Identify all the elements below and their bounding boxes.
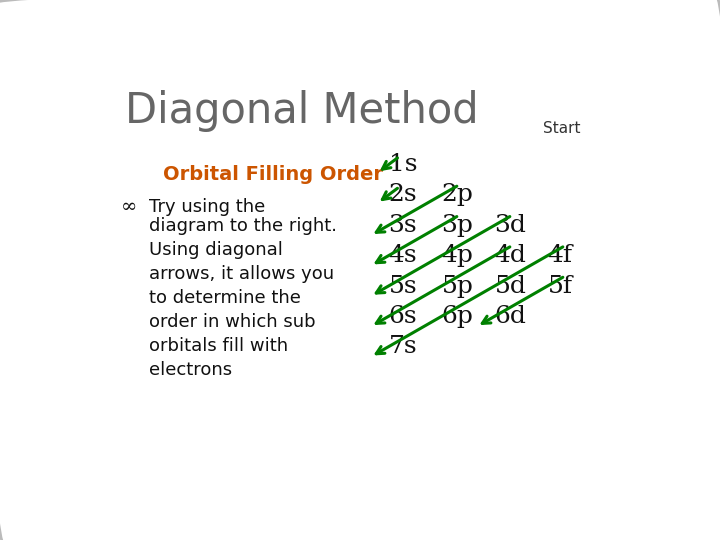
Text: to determine the: to determine the: [148, 289, 300, 307]
Text: 3p: 3p: [441, 214, 474, 237]
Text: Start: Start: [543, 121, 580, 136]
Text: Try using the: Try using the: [148, 198, 265, 216]
Text: 7s: 7s: [389, 335, 417, 358]
Text: 6s: 6s: [389, 305, 417, 328]
Text: 1s: 1s: [389, 153, 417, 176]
Text: 2s: 2s: [389, 184, 417, 206]
Text: 5f: 5f: [548, 274, 572, 298]
Text: diagram to the right.: diagram to the right.: [148, 217, 336, 234]
Text: 3d: 3d: [495, 214, 526, 237]
Text: 2p: 2p: [441, 184, 474, 206]
Text: Orbital Filling Order: Orbital Filling Order: [163, 165, 382, 184]
Text: Using diagonal: Using diagonal: [148, 241, 282, 259]
Text: 3s: 3s: [389, 214, 417, 237]
Text: ∞: ∞: [121, 198, 137, 216]
Text: arrows, it allows you: arrows, it allows you: [148, 265, 333, 283]
Text: 5s: 5s: [389, 274, 417, 298]
Text: Diagonal Method: Diagonal Method: [125, 90, 479, 132]
Text: 5p: 5p: [441, 274, 474, 298]
Text: 5d: 5d: [495, 274, 526, 298]
Text: 6d: 6d: [495, 305, 526, 328]
Text: order in which sub: order in which sub: [148, 313, 315, 331]
Text: 6p: 6p: [441, 305, 474, 328]
Text: 4p: 4p: [441, 244, 474, 267]
Text: 4d: 4d: [495, 244, 526, 267]
Text: electrons: electrons: [148, 361, 232, 379]
Text: 4f: 4f: [548, 244, 572, 267]
Text: orbitals fill with: orbitals fill with: [148, 337, 288, 355]
Text: 4s: 4s: [389, 244, 417, 267]
